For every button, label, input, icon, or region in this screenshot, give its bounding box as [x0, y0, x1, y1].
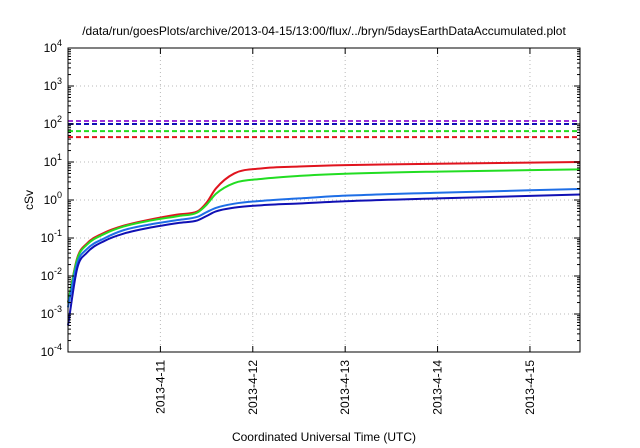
- series-lines: [67, 161, 581, 326]
- series-line: [67, 168, 581, 303]
- x-tick-label: 2013-4-14: [431, 360, 445, 415]
- y-tick-label: 104: [44, 38, 62, 55]
- y-tick-label: 10-1: [41, 228, 62, 245]
- reference-lines: [68, 119, 580, 139]
- x-tick-label: 2013-4-11: [153, 360, 167, 414]
- x-tick-label: 2013-4-12: [246, 360, 260, 415]
- y-axis-label: cSv: [22, 190, 36, 210]
- y-tick-label: 10-3: [41, 304, 62, 321]
- y-tick-label: 100: [44, 190, 62, 207]
- series-line: [67, 187, 581, 308]
- x-axis-ticks: 2013-4-11 2013-4-12 2013-4-13 2013-4-14 2013…: [153, 48, 537, 415]
- y-tick-label: 103: [44, 76, 62, 93]
- y-tick-label: 10-4: [41, 342, 62, 359]
- x-tick-label: 2013-4-15: [523, 360, 537, 415]
- chart-title: /data/run/goesPlots/archive/2013-04-15/1…: [82, 24, 566, 38]
- x-tick-label: 2013-4-13: [338, 360, 352, 415]
- series-line: [67, 161, 581, 303]
- y-tick-label: 102: [44, 114, 62, 131]
- x-axis-label: Coordinated Universal Time (UTC): [232, 430, 416, 444]
- y-tick-label: 101: [44, 152, 62, 169]
- y-tick-label: 10-2: [41, 266, 62, 283]
- series-line: [67, 193, 581, 326]
- y-axis-ticks: 10-4 10-3 10-2 10-1 100 101 102 103 104: [41, 38, 580, 359]
